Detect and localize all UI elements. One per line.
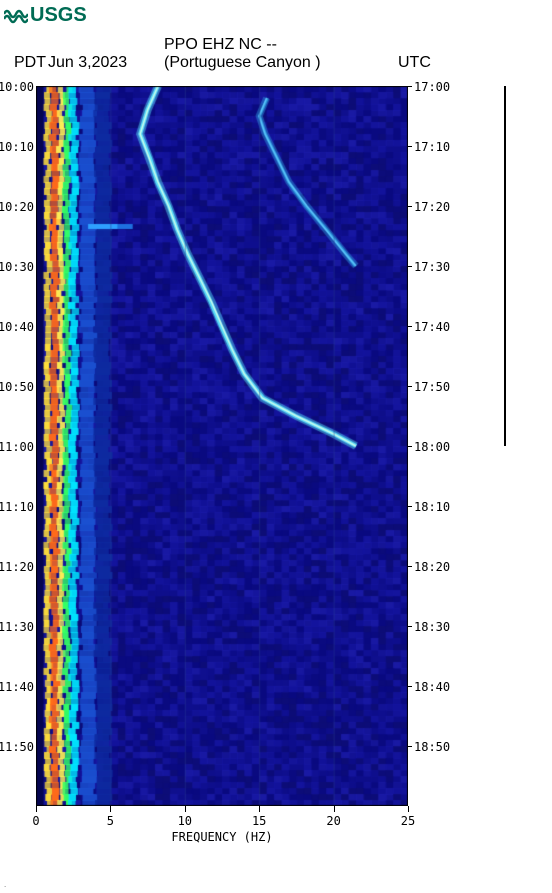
ytick-left: 10:20 [0,200,34,214]
x-axis-title: FREQUENCY (HZ) [36,830,408,844]
ytick-right: 17:00 [414,80,450,94]
ytick-right: 17:50 [414,380,450,394]
ytick-right: 18:10 [414,500,450,514]
ytick-left: 11:30 [0,620,34,634]
ytick-left: 10:10 [0,140,34,154]
xtick: 15 [252,814,266,828]
logo-text: USGS [30,4,87,27]
xtick: 25 [401,814,415,828]
ytick-right: 17:30 [414,260,450,274]
ytick-left: 10:00 [0,80,34,94]
tz-left-label: PDT [14,54,46,72]
side-rule [504,86,506,446]
usgs-logo: USGS [4,4,87,27]
ytick-left: 11:40 [0,680,34,694]
ytick-left: 11:10 [0,500,34,514]
tz-right-label: UTC [398,54,431,72]
ytick-right: 18:40 [414,680,450,694]
x-axis: FREQUENCY (HZ) 0510152025 [36,806,408,846]
ytick-right: 18:20 [414,560,450,574]
ytick-left: 11:50 [0,740,34,754]
xtick: 0 [32,814,39,828]
station-code: PPO EHZ NC -- [164,36,277,54]
date-label: Jun 3,2023 [48,54,127,72]
ytick-right: 17:20 [414,200,450,214]
y-axis-left: 10:0010:1010:2010:3010:4010:5011:0011:10… [0,86,36,806]
ytick-right: 17:40 [414,320,450,334]
ytick-left: 10:50 [0,380,34,394]
footer-mark: . [4,880,6,889]
spectrogram-plot [36,86,408,806]
xtick: 5 [107,814,114,828]
ytick-right: 18:00 [414,440,450,454]
y-axis-right: 17:0017:1017:2017:3017:4017:5018:0018:10… [408,86,458,806]
xtick: 10 [178,814,192,828]
ytick-right: 17:10 [414,140,450,154]
wave-icon [4,7,28,25]
ytick-left: 11:20 [0,560,34,574]
ytick-left: 10:40 [0,320,34,334]
xtick: 20 [326,814,340,828]
ytick-right: 18:50 [414,740,450,754]
location-label: (Portuguese Canyon ) [164,54,321,72]
ytick-left: 11:00 [0,440,34,454]
ytick-right: 18:30 [414,620,450,634]
ytick-left: 10:30 [0,260,34,274]
